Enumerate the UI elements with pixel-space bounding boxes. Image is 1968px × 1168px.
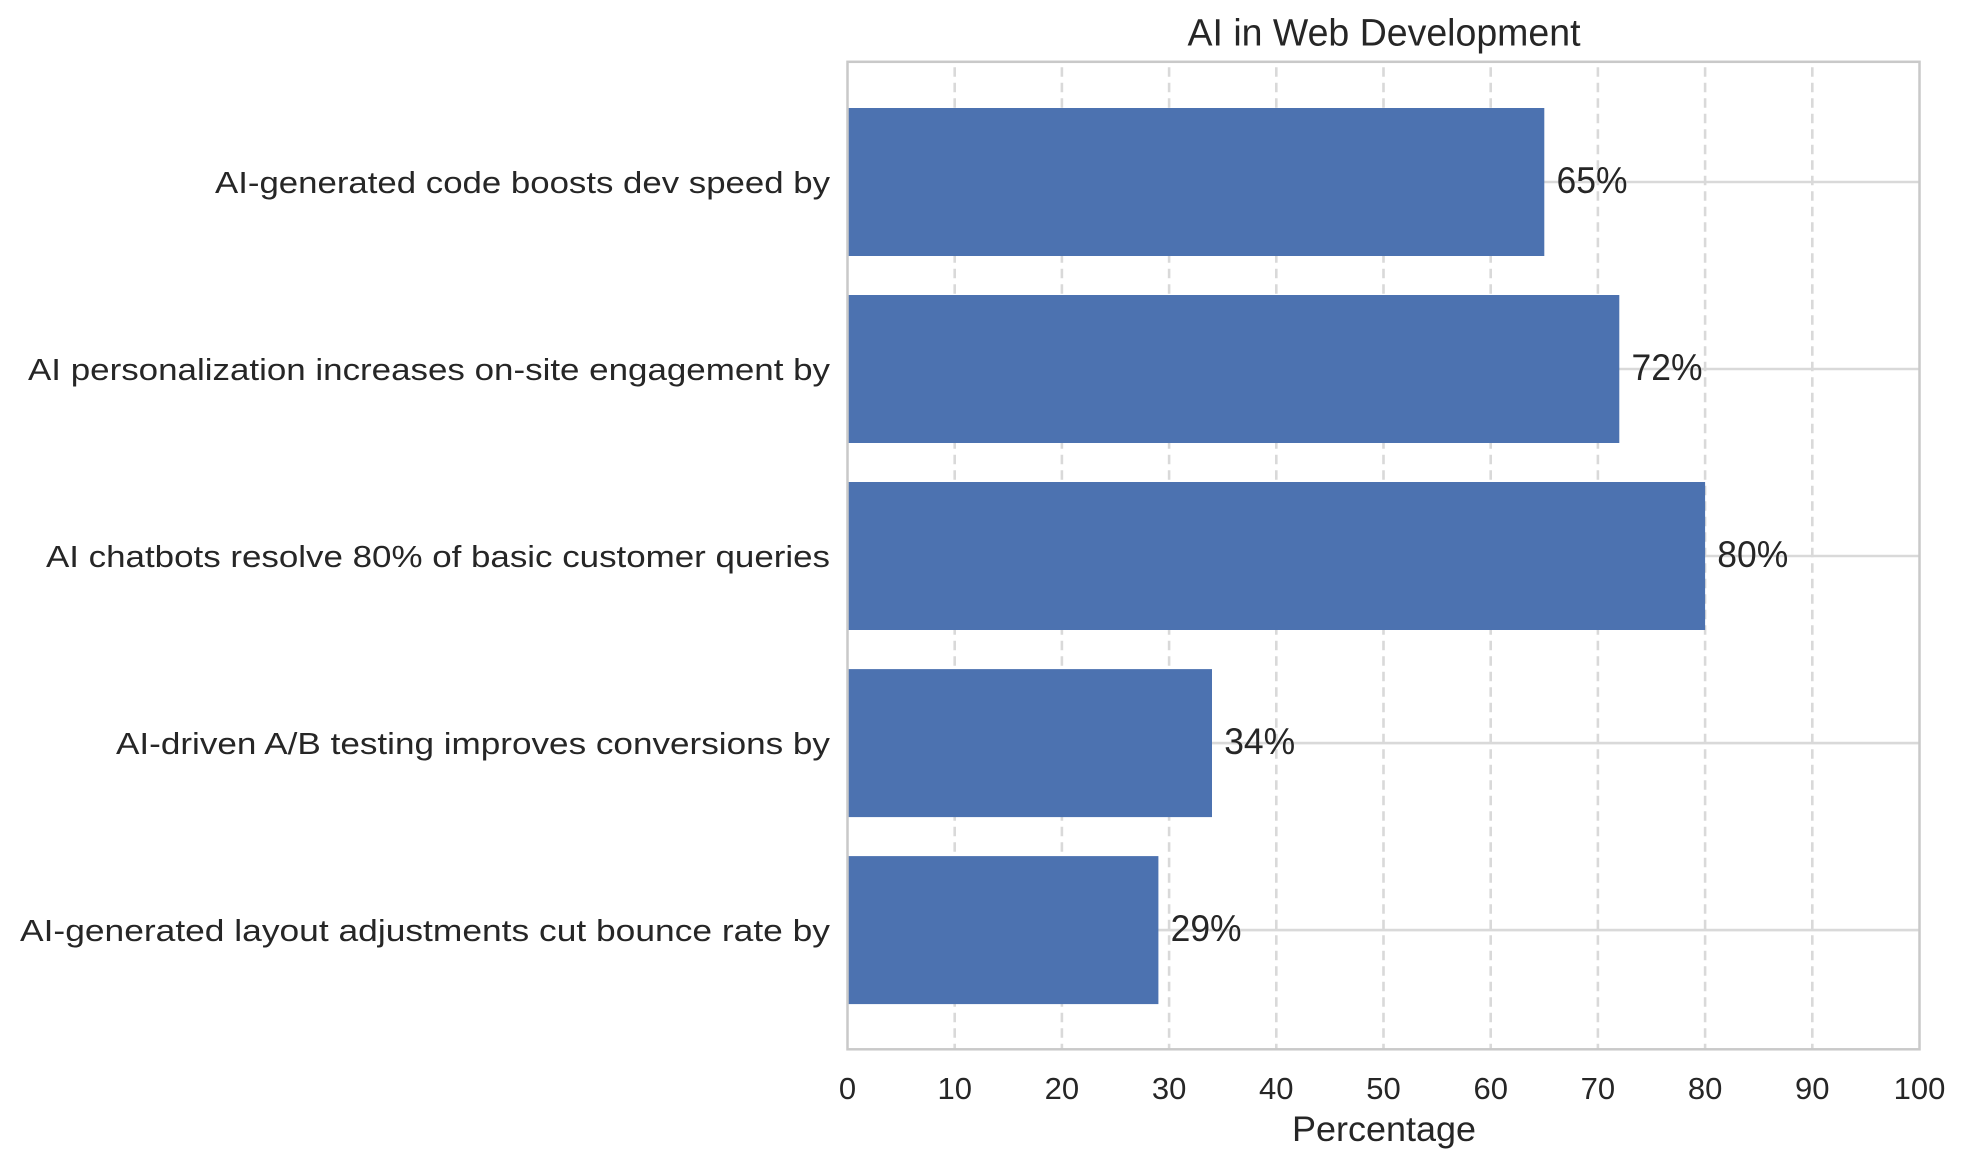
svg-text:30: 30 xyxy=(1152,1071,1186,1106)
svg-text:AI in Web Development: AI in Web Development xyxy=(1188,13,1581,55)
svg-text:34%: 34% xyxy=(1224,721,1295,762)
svg-text:AI-generated layout adjustment: AI-generated layout adjustments cut boun… xyxy=(20,913,831,948)
svg-text:50: 50 xyxy=(1366,1071,1400,1106)
svg-text:80%: 80% xyxy=(1717,534,1788,575)
svg-text:60: 60 xyxy=(1473,1071,1507,1106)
svg-text:70: 70 xyxy=(1581,1071,1615,1106)
svg-text:29%: 29% xyxy=(1171,908,1242,949)
svg-text:AI personalization increases o: AI personalization increases on-site eng… xyxy=(28,352,831,387)
svg-text:65%: 65% xyxy=(1557,160,1628,201)
svg-text:10: 10 xyxy=(937,1071,971,1106)
svg-text:0: 0 xyxy=(839,1071,856,1106)
svg-text:AI-generated code boosts dev s: AI-generated code boosts dev speed by xyxy=(215,165,831,200)
svg-text:AI chatbots resolve 80% of bas: AI chatbots resolve 80% of basic custome… xyxy=(46,539,830,574)
svg-text:40: 40 xyxy=(1259,1071,1293,1106)
svg-text:72%: 72% xyxy=(1632,347,1703,388)
svg-text:Percentage: Percentage xyxy=(1292,1110,1476,1149)
svg-text:100: 100 xyxy=(1894,1071,1946,1106)
svg-text:AI-driven A/B testing improves: AI-driven A/B testing improves conversio… xyxy=(116,726,831,761)
svg-text:80: 80 xyxy=(1688,1071,1722,1106)
svg-text:90: 90 xyxy=(1795,1071,1829,1106)
svg-text:20: 20 xyxy=(1045,1071,1079,1106)
